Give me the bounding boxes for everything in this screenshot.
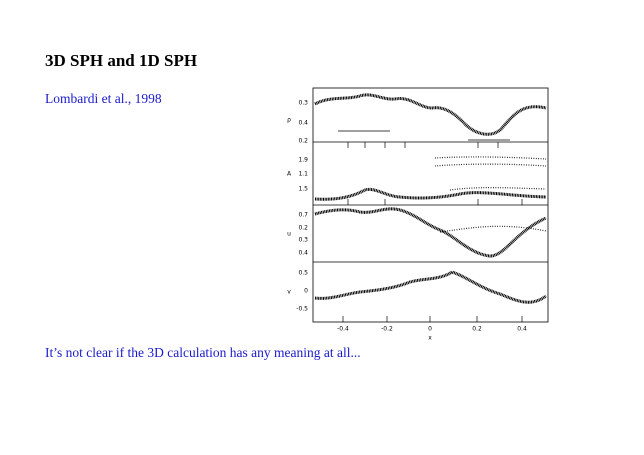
y-tick-label: 0.2: [298, 138, 308, 145]
y-tick-label: -0.5: [296, 306, 308, 313]
y-axis-label: ρ: [287, 117, 291, 124]
x-tick-label: 0.2: [472, 326, 482, 333]
x-tick-label: 0.4: [517, 326, 527, 333]
figure-frame: [312, 87, 549, 323]
caption: It’s not clear if the 3D calculation has…: [45, 345, 361, 360]
y-tick-label: 0.2: [298, 225, 308, 232]
x-axis-label: x: [428, 335, 432, 342]
x-tick-label: 0: [428, 326, 432, 333]
y-tick-label: 0: [304, 288, 308, 295]
x-tick-label: -0.2: [381, 326, 393, 333]
y-axis-label: v: [287, 289, 291, 296]
y-tick-label: 1.9: [298, 157, 308, 164]
y-axis-label: u: [287, 231, 291, 238]
slide-title: 3D SPH and 1D SPH: [45, 51, 198, 70]
y-tick-label: 1.5: [298, 186, 308, 193]
y-tick-label: 0.3: [298, 237, 308, 244]
y-tick-label: 0.4: [298, 120, 308, 127]
y-tick-label: 0.5: [298, 270, 308, 277]
y-axis-label: A: [287, 171, 292, 178]
x-tick-label: -0.4: [337, 326, 349, 333]
y-tick-label: 0.7: [298, 212, 308, 219]
y-tick-label: 1.1: [298, 171, 308, 178]
curves: [314, 93, 547, 304]
citation: Lombardi et al., 1998: [45, 91, 162, 106]
ticks: [342, 142, 523, 322]
y-tick-label: 0.4: [298, 250, 308, 257]
y-tick-label: 0.3: [298, 100, 308, 107]
